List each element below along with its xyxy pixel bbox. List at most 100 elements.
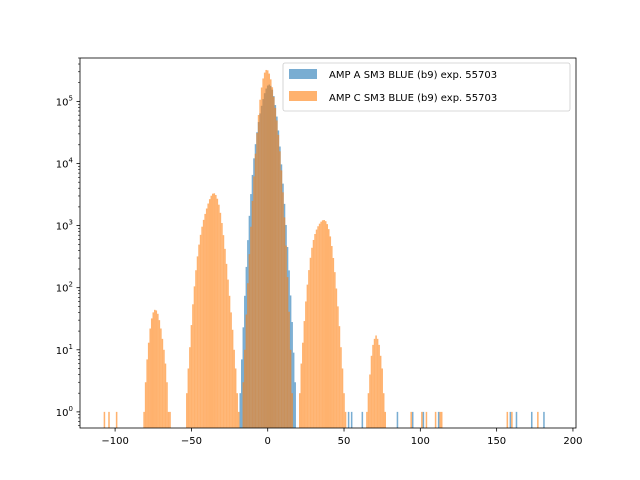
histogram-bar bbox=[215, 194, 217, 428]
histogram-bar bbox=[154, 309, 156, 428]
histogram-bar bbox=[309, 257, 312, 428]
series-1-bars bbox=[103, 69, 539, 429]
histogram-bar bbox=[198, 244, 200, 428]
histogram-bar bbox=[288, 311, 290, 428]
histogram-bar bbox=[266, 70, 269, 428]
histogram-bar bbox=[280, 170, 283, 428]
histogram-bar bbox=[373, 338, 376, 428]
histogram-bar bbox=[337, 306, 339, 428]
histogram-bar bbox=[221, 223, 223, 428]
histogram-bar bbox=[317, 226, 319, 428]
histogram-bar bbox=[152, 312, 155, 428]
histogram-bar bbox=[167, 411, 170, 428]
histogram-bar bbox=[199, 234, 202, 428]
histogram-bar bbox=[242, 382, 245, 428]
histogram-bar bbox=[314, 234, 316, 428]
legend: AMP A SM3 BLUE (b9) exp. 55703 AMP C SM3… bbox=[282, 62, 571, 112]
y-tick-label: 101 bbox=[56, 343, 73, 357]
histogram-bar bbox=[147, 342, 150, 428]
histogram-bar bbox=[372, 344, 374, 428]
histogram-bar bbox=[263, 72, 266, 429]
histogram-bar bbox=[283, 217, 286, 428]
histogram-bar bbox=[300, 363, 303, 428]
x-tick-label: 0 bbox=[265, 436, 271, 447]
histogram-bar bbox=[205, 208, 208, 428]
histogram-bar bbox=[320, 221, 322, 428]
histogram-bar bbox=[439, 411, 441, 428]
legend-box bbox=[282, 62, 571, 112]
histogram-bar bbox=[241, 359, 243, 428]
y-tick-label: 104 bbox=[56, 156, 74, 170]
histogram-bar bbox=[213, 193, 216, 428]
histogram-bar bbox=[306, 284, 309, 428]
histogram-bar bbox=[291, 393, 293, 428]
histogram-bar bbox=[163, 349, 165, 428]
histogram-bar bbox=[228, 295, 231, 428]
histogram-bar bbox=[192, 304, 194, 428]
histogram-bar bbox=[202, 219, 205, 428]
histogram-bars bbox=[103, 69, 545, 429]
histogram-bar bbox=[331, 246, 333, 428]
histogram-bar bbox=[224, 248, 226, 428]
histogram-bar bbox=[340, 347, 342, 428]
y-tick-label: 102 bbox=[56, 281, 73, 295]
histogram-bar bbox=[158, 320, 161, 428]
x-tick-label: 100 bbox=[411, 436, 430, 447]
histogram-bar bbox=[312, 239, 315, 428]
histogram-bar bbox=[219, 212, 222, 428]
histogram-bar bbox=[378, 344, 380, 428]
histogram-bar bbox=[190, 325, 193, 428]
histogram-bar bbox=[250, 226, 252, 428]
histogram-bar bbox=[285, 245, 287, 428]
x-tick-label: −100 bbox=[101, 436, 128, 447]
y-tick-label: 100 bbox=[56, 405, 73, 419]
histogram-bar bbox=[274, 107, 277, 428]
histogram-bar bbox=[253, 176, 255, 428]
histogram-bar bbox=[143, 411, 145, 428]
histogram-bar bbox=[262, 78, 264, 429]
histogram-bar bbox=[155, 310, 158, 428]
histogram-bar bbox=[236, 393, 238, 428]
histogram-bar bbox=[270, 79, 272, 428]
histogram-bar bbox=[271, 87, 274, 428]
histogram-bar bbox=[422, 411, 425, 428]
histogram-bar bbox=[292, 352, 295, 428]
histogram-bar bbox=[396, 411, 399, 428]
histogram-bar bbox=[187, 368, 190, 428]
x-tick-label: 150 bbox=[487, 436, 506, 447]
histogram-bar bbox=[376, 338, 379, 428]
histogram-bar bbox=[308, 270, 310, 428]
histogram-bar bbox=[511, 411, 513, 428]
histogram-bar bbox=[254, 153, 257, 428]
histogram-bar bbox=[115, 411, 118, 428]
histogram-bar bbox=[291, 322, 293, 428]
histogram-bar bbox=[515, 411, 518, 428]
histogram-bar bbox=[257, 114, 260, 428]
histogram-bar bbox=[218, 204, 220, 428]
histogram-bar bbox=[227, 279, 229, 428]
histogram-bar bbox=[343, 393, 345, 428]
histogram-bar bbox=[302, 342, 304, 428]
histogram-bar bbox=[350, 411, 353, 428]
histogram-bar bbox=[103, 411, 106, 428]
y-tick-label: 105 bbox=[56, 94, 73, 108]
histogram-bar bbox=[195, 270, 197, 428]
histogram-bar bbox=[341, 368, 344, 428]
histogram-bar bbox=[334, 272, 336, 428]
histogram-bar bbox=[315, 229, 318, 428]
histogram-bar bbox=[230, 312, 232, 428]
histogram-bar bbox=[242, 327, 245, 428]
histogram-bar bbox=[144, 382, 147, 428]
histogram-bar bbox=[410, 411, 412, 428]
histogram-bar bbox=[299, 393, 301, 428]
histogram-bar bbox=[375, 335, 377, 428]
histogram-bar bbox=[303, 321, 306, 428]
histogram-bar bbox=[201, 226, 203, 428]
histogram-bar bbox=[328, 229, 330, 428]
histogram-bar bbox=[289, 349, 292, 428]
histogram-bar bbox=[294, 382, 296, 428]
histogram-bar bbox=[286, 277, 289, 428]
histogram-bar bbox=[169, 411, 171, 428]
histogram-bar bbox=[146, 359, 148, 428]
